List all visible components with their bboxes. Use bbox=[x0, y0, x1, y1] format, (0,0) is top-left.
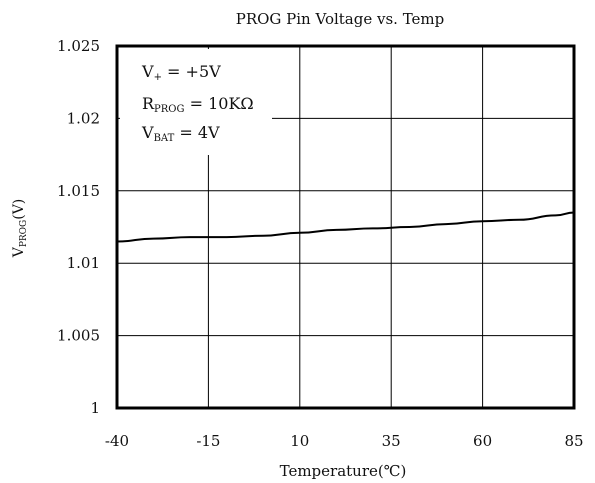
condition-symbol: R bbox=[142, 94, 155, 113]
y-axis-label-sub: PROG bbox=[19, 220, 29, 247]
x-tick-labels: -40 -15 10 35 60 85 bbox=[105, 432, 584, 450]
condition-subscript: + bbox=[154, 72, 162, 83]
y-tick-label: 1 bbox=[90, 399, 100, 417]
condition-line: RPROG = 10KΩ bbox=[142, 94, 254, 115]
condition-line: V+ = +5V bbox=[141, 62, 221, 83]
y-axis-label-unit: (V) bbox=[11, 199, 27, 220]
y-axis-label: VPROG(V) bbox=[11, 199, 29, 259]
series-line bbox=[116, 211, 575, 243]
condition-subscript: PROG bbox=[154, 104, 184, 115]
x-tick-label: 10 bbox=[290, 432, 309, 450]
y-tick-label: 1.005 bbox=[57, 327, 100, 345]
condition-value: = +5V bbox=[162, 62, 221, 81]
condition-value: = 4V bbox=[174, 123, 220, 142]
condition-line: VBAT = 4V bbox=[141, 123, 220, 144]
x-axis-label: Temperature(℃) bbox=[280, 462, 407, 480]
plot-frame bbox=[115, 44, 576, 410]
condition-subscript: BAT bbox=[154, 133, 175, 144]
y-tick-label: 1.02 bbox=[67, 109, 100, 127]
y-tick-label: 1.025 bbox=[57, 37, 100, 55]
x-tick-label: -15 bbox=[196, 432, 220, 450]
x-tick-label: 85 bbox=[564, 432, 583, 450]
x-tick-label: 35 bbox=[382, 432, 401, 450]
y-tick-labels: 1 1.005 1.01 1.015 1.02 1.025 bbox=[57, 37, 100, 417]
x-tick-label: -40 bbox=[105, 432, 129, 450]
legend-box bbox=[120, 49, 272, 155]
grid bbox=[117, 46, 574, 408]
y-axis-label-main: V bbox=[11, 246, 27, 258]
condition-symbol: V bbox=[141, 62, 154, 81]
condition-symbol: V bbox=[141, 123, 154, 142]
y-tick-label: 1.01 bbox=[67, 254, 100, 272]
x-tick-label: 60 bbox=[473, 432, 492, 450]
y-tick-label: 1.015 bbox=[57, 182, 100, 200]
chart-title: PROG Pin Voltage vs. Temp bbox=[236, 10, 445, 28]
condition-value: = 10KΩ bbox=[185, 94, 254, 113]
